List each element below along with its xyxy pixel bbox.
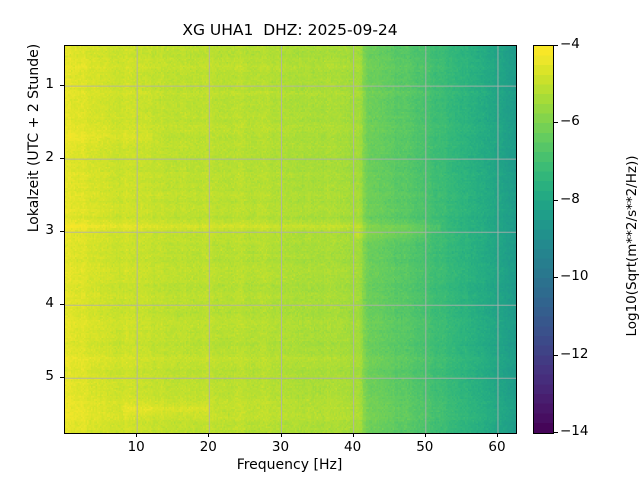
- colorbar-tick-label: −6: [560, 113, 580, 130]
- colorbar-tick-mark: [554, 432, 558, 433]
- y-tick-label: 4: [45, 295, 54, 312]
- y-tick-label: 2: [45, 149, 54, 166]
- y-tick-mark: [60, 231, 64, 233]
- colorbar-tick-label: −12: [560, 345, 589, 362]
- x-tick-label: 20: [199, 439, 217, 455]
- x-tick-mark: [280, 433, 282, 437]
- colorbar-tick-mark: [554, 277, 558, 279]
- colorbar-label: Log10(Sqrt(m**2/s**2/Hz)): [624, 155, 640, 337]
- colorbar-axes[interactable]: [533, 45, 554, 434]
- colorbar-tick-mark: [554, 354, 558, 356]
- y-tick-label: 5: [45, 368, 54, 385]
- y-tick-label: 1: [45, 76, 54, 93]
- colorbar-tick-label: −8: [560, 190, 580, 207]
- x-tick-label: 50: [416, 439, 434, 455]
- x-tick-mark: [497, 433, 498, 437]
- y-tick-mark: [60, 304, 64, 306]
- y-tick-label: 3: [45, 222, 54, 239]
- y-axis-label: Lokalzeit (UTC + 2 Stunde): [26, 43, 42, 233]
- y-tick-mark: [60, 377, 64, 379]
- x-tick-label: 60: [488, 439, 506, 455]
- spectrogram-axes[interactable]: [64, 45, 517, 434]
- x-tick-label: 30: [271, 439, 290, 455]
- x-tick-mark: [208, 433, 210, 437]
- x-tick-mark: [352, 433, 354, 437]
- colorbar-tick-mark: [554, 122, 558, 124]
- colorbar-gradient: [534, 46, 553, 433]
- colorbar-tick-mark: [554, 45, 558, 46]
- x-tick-mark: [424, 433, 426, 437]
- x-tick-label: 40: [344, 439, 362, 455]
- y-tick-mark: [60, 85, 64, 87]
- colorbar-tick-mark: [554, 199, 558, 201]
- x-tick-mark: [136, 433, 138, 437]
- y-tick-mark: [60, 158, 64, 160]
- colorbar-tick-label: −10: [560, 268, 589, 285]
- x-axis-label: Frequency [Hz]: [236, 457, 343, 473]
- chart-title: XG UHA1 DHZ: 2025-09-24: [182, 21, 398, 39]
- spectrogram-image: [65, 46, 516, 433]
- colorbar-tick-label: −4: [560, 36, 580, 52]
- x-tick-label: 10: [127, 439, 145, 455]
- colorbar-tick-label: −14: [560, 423, 589, 439]
